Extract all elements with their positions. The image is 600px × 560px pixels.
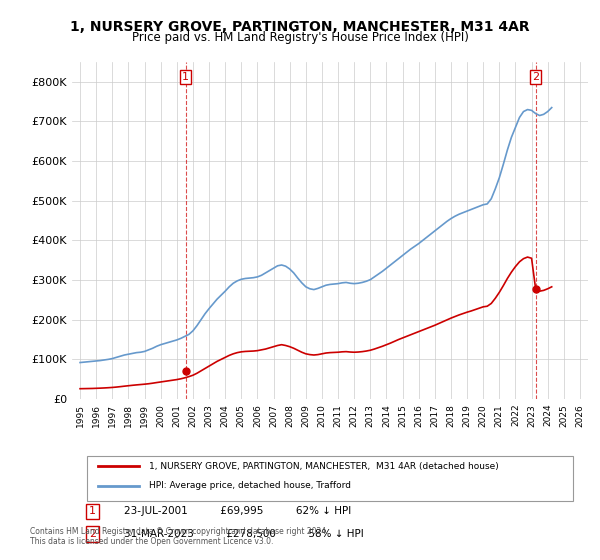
Text: Contains HM Land Registry data © Crown copyright and database right 2024.
This d: Contains HM Land Registry data © Crown c… <box>30 526 329 546</box>
Text: 1, NURSERY GROVE, PARTINGTON, MANCHESTER,  M31 4AR (detached house): 1, NURSERY GROVE, PARTINGTON, MANCHESTER… <box>149 462 499 471</box>
Text: 2: 2 <box>532 72 539 82</box>
Text: 1, NURSERY GROVE, PARTINGTON, MANCHESTER, M31 4AR: 1, NURSERY GROVE, PARTINGTON, MANCHESTER… <box>70 20 530 34</box>
Text: 1: 1 <box>182 72 189 82</box>
Text: 1: 1 <box>89 506 96 516</box>
Text: HPI: Average price, detached house, Trafford: HPI: Average price, detached house, Traf… <box>149 482 352 491</box>
Text: Price paid vs. HM Land Registry's House Price Index (HPI): Price paid vs. HM Land Registry's House … <box>131 31 469 44</box>
FancyBboxPatch shape <box>88 456 572 501</box>
Text: 31-MAR-2023          £278,500          58% ↓ HPI: 31-MAR-2023 £278,500 58% ↓ HPI <box>124 529 364 539</box>
Text: 2: 2 <box>89 529 96 539</box>
Text: 23-JUL-2001          £69,995          62% ↓ HPI: 23-JUL-2001 £69,995 62% ↓ HPI <box>124 506 351 516</box>
